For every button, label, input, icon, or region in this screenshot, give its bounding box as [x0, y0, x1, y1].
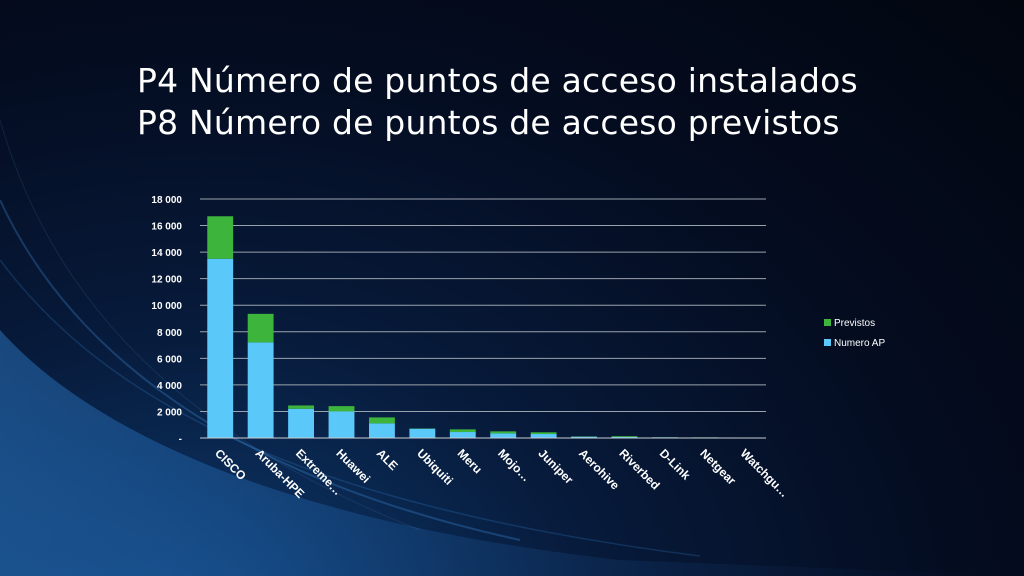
bar-numero-ap	[490, 433, 517, 438]
legend-label: Numero AP	[834, 338, 885, 349]
legend-swatch	[824, 319, 831, 326]
title-line-1: P4 Número de puntos de acceso instalados	[137, 61, 858, 100]
x-tick-label: Meru	[455, 446, 485, 476]
bar-numero-ap	[571, 436, 598, 438]
x-tick-label: Watchgu…	[738, 446, 792, 500]
y-tick-label: 10 000	[151, 301, 182, 312]
slide-title: P4 Número de puntos de acceso instalados…	[137, 60, 858, 144]
bar-previstos	[490, 431, 517, 434]
y-tick-label: -	[179, 434, 182, 445]
x-tick-label: D-Link	[657, 446, 694, 483]
bar-numero-ap	[530, 434, 557, 438]
x-tick-label: Riverbed	[616, 446, 662, 492]
bar-previstos	[288, 405, 315, 409]
y-tick-label: 4 000	[157, 381, 182, 392]
bar-previstos	[611, 436, 638, 437]
x-tick-label: Ubiquiti	[414, 446, 455, 487]
bar-numero-ap	[328, 411, 355, 438]
bar-numero-ap	[449, 432, 476, 438]
x-tick-label: CISCO	[212, 446, 249, 483]
y-tick-label: 8 000	[157, 328, 182, 339]
title-line-2: P8 Número de puntos de acceso previstos	[137, 103, 840, 142]
y-tick-label: 16 000	[151, 222, 182, 233]
x-tick-label: Mojo…	[495, 446, 533, 484]
legend-label: Previstos	[834, 318, 875, 329]
x-tick-label: Aerohive	[576, 446, 622, 492]
y-tick-label: 14 000	[151, 248, 182, 259]
x-tick-label: Juniper	[536, 446, 577, 487]
bar-numero-ap	[247, 342, 274, 438]
bar-previstos	[368, 417, 395, 424]
bar-previstos	[328, 406, 355, 412]
bar-numero-ap	[409, 428, 436, 438]
x-tick-label: ALE	[374, 446, 401, 473]
bar-numero-ap	[611, 436, 638, 438]
bar-numero-ap	[368, 423, 395, 438]
y-tick-label: 6 000	[157, 354, 182, 365]
y-tick-label: 2 000	[157, 407, 182, 418]
bar-numero-ap	[288, 408, 315, 438]
bar-previstos	[530, 432, 557, 435]
x-tick-label: Huawei	[333, 446, 373, 486]
legend-swatch	[824, 339, 831, 346]
bar-previstos	[247, 313, 274, 343]
y-tick-label: 18 000	[151, 195, 182, 206]
x-tick-label: Netgear	[697, 446, 739, 488]
y-tick-label: 12 000	[151, 275, 182, 286]
bar-numero-ap	[207, 258, 234, 438]
bar-previstos	[207, 216, 234, 259]
bar-previstos	[449, 429, 476, 433]
